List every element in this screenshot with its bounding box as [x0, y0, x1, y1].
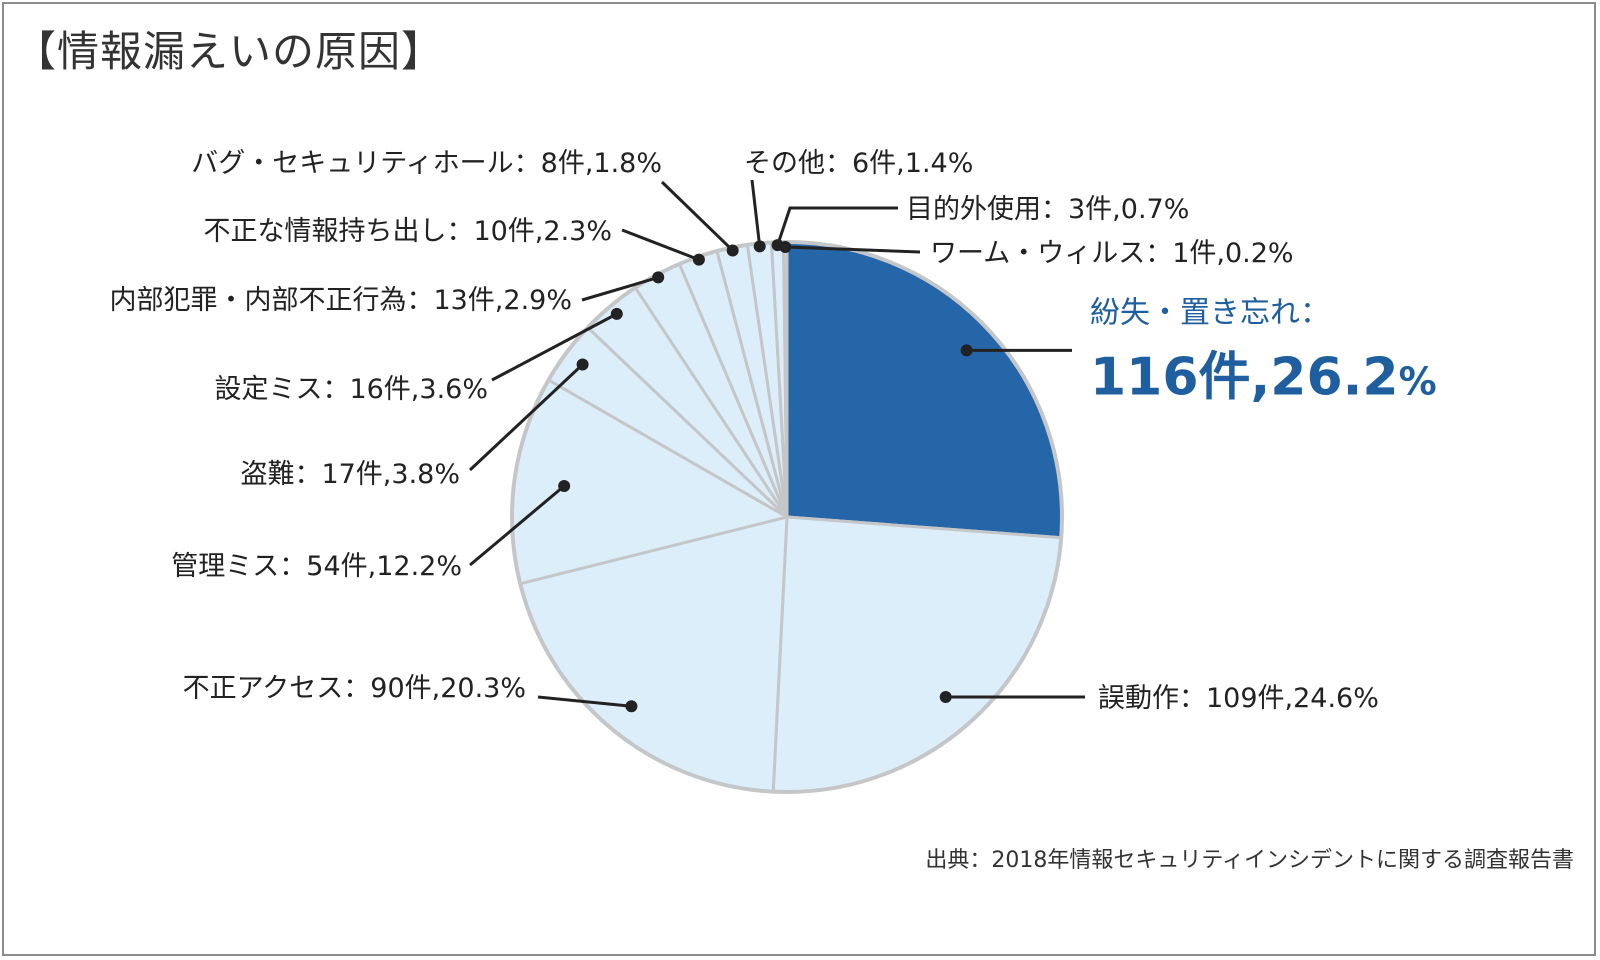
leader-dot-2: [939, 691, 952, 704]
slice-label-11: 目的外使用：3件,0.7%: [906, 194, 1189, 225]
pie-slice-2: [771, 515, 1063, 794]
leader-dot-6: [610, 307, 623, 320]
leader-line-4: [469, 484, 566, 567]
leader-line-3: [537, 695, 632, 708]
leader-dot-5: [576, 358, 589, 371]
leader-line-9: [660, 180, 734, 252]
slice-label-1-percent-sign: %: [1399, 359, 1437, 403]
leader-line-6: [491, 312, 618, 382]
leader-line-11: [776, 206, 898, 246]
slice-labels: 紛失・置き忘れ： 116件,26.2% 誤動作：109件,24.6% 不正アクセス：9…: [109, 148, 1436, 714]
slice-label-9: バグ・セキュリティホール：8件,1.8%: [191, 148, 662, 179]
leader-dot-4: [558, 480, 571, 492]
slice-label-1-category: 紛失・置き忘れ：: [1090, 295, 1330, 330]
leader-dot-10: [753, 240, 766, 253]
source-note: 出典：2018年情報セキュリティインシデントに関する調査報告書: [925, 848, 1574, 873]
leader-dot-3: [625, 700, 638, 713]
leader-dot-1: [960, 344, 973, 357]
leader-line-12: [785, 245, 921, 254]
leader-line-8: [621, 228, 700, 262]
slice-label-5: 盗難：17件,3.8%: [240, 459, 460, 490]
slice-label-10: その他：6件,1.4%: [744, 148, 973, 179]
leader-line-7: [581, 275, 659, 302]
slice-label-6: 設定ミス：16件,3.6%: [214, 374, 488, 405]
leader-dot-8: [692, 253, 705, 266]
slice-label-4: 管理ミス：54件,12.2%: [171, 551, 462, 582]
leader-dot-12: [779, 241, 792, 254]
pie-slice-1: [785, 240, 1064, 540]
chart-title: 【情報漏えいの原因】: [14, 27, 445, 76]
slice-label-3: 不正アクセス：90件,20.3%: [183, 673, 526, 704]
leader-dot-9: [726, 244, 739, 257]
leader-line-10: [750, 179, 762, 247]
leader-lines: [468, 179, 1085, 713]
leader-line-5: [468, 363, 584, 472]
slice-label-8: 不正な情報持ち出し：10件,2.3%: [203, 216, 612, 247]
slice-label-2: 誤動作：109件,24.6%: [1098, 683, 1379, 714]
slice-label-7: 内部犯罪・内部不正行為：13件,2.9%: [109, 285, 572, 316]
slice-label-12: ワーム・ウィルス：1件,0.2%: [930, 238, 1294, 269]
slice-label-1-value: 116件,26.2%: [1090, 347, 1437, 407]
pie-slices: [510, 240, 1064, 794]
leader-dot-7: [652, 271, 665, 284]
